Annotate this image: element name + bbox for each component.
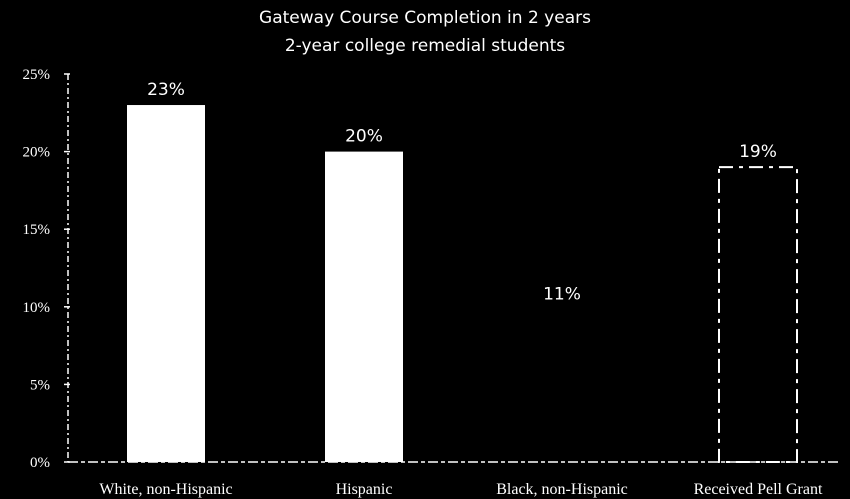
y-tick-label: 15% <box>23 222 51 238</box>
chart-subtitle: 2-year college remedial students <box>284 36 566 56</box>
y-tick-label: 5% <box>30 377 50 393</box>
x-tick-label: Hispanic <box>336 481 393 498</box>
y-tick-label: 0% <box>30 455 50 471</box>
data-label: 11% <box>543 284 581 304</box>
data-label: 20% <box>345 127 383 147</box>
x-tick-label: Received Pell Grant <box>694 481 823 498</box>
x-tick-label: Black, non-Hispanic <box>496 481 628 498</box>
bar <box>127 105 205 462</box>
bar <box>523 291 601 462</box>
y-tick-label: 10% <box>23 300 51 316</box>
bar <box>718 166 798 463</box>
chart-title: Gateway Course Completion in 2 years <box>259 8 591 28</box>
bar <box>325 151 403 462</box>
data-label: 19% <box>739 142 777 162</box>
data-label: 23% <box>147 80 185 100</box>
x-tick-label: White, non-Hispanic <box>99 481 232 498</box>
y-tick-label: 25% <box>23 67 51 83</box>
y-tick-label: 20% <box>23 145 51 161</box>
